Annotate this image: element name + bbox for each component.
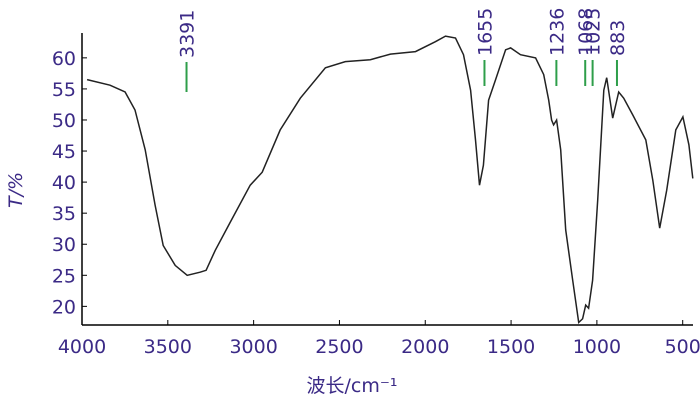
x-axis-label: 波长/cm⁻¹: [306, 375, 397, 397]
peak-label: 3391: [177, 10, 199, 58]
x-tick-label: 3500: [144, 336, 192, 358]
y-tick-label: 20: [52, 296, 76, 318]
y-tick-label: 55: [52, 79, 76, 101]
y-tick-label: 35: [52, 203, 76, 225]
peak-label: 1236: [546, 8, 568, 56]
x-tick-label: 4000: [58, 336, 106, 358]
y-tick-label: 60: [52, 48, 76, 70]
peak-label: 1025: [583, 8, 605, 56]
x-tick-label: 2500: [315, 336, 363, 358]
y-axis-label: T/%: [5, 172, 27, 208]
x-tick-label: 1000: [573, 336, 621, 358]
x-tick-label: 3000: [229, 336, 277, 358]
spectrum-line: [86, 35, 694, 325]
peak-label: 883: [607, 20, 629, 56]
y-tick-label: 40: [52, 172, 76, 194]
peak-label: 1655: [474, 8, 496, 56]
peak-label: 1068: [575, 8, 597, 56]
x-tick-label: 1500: [487, 336, 535, 358]
y-tick-label: 50: [52, 110, 76, 132]
x-tick-label: 2000: [401, 336, 449, 358]
y-tick-label: 30: [52, 234, 76, 256]
y-tick-label: 25: [52, 265, 76, 287]
y-tick-label: 45: [52, 141, 76, 163]
x-tick-label: 500: [665, 336, 700, 358]
